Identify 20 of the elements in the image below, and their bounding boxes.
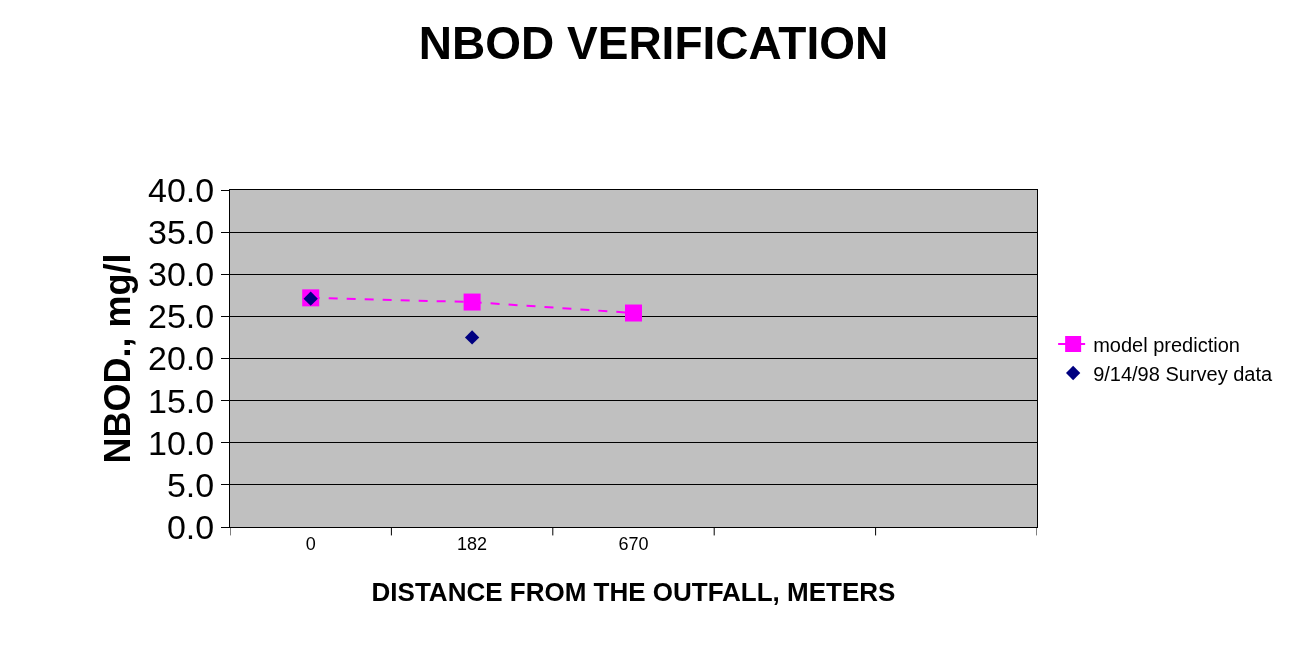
legend-label: model prediction: [1093, 333, 1240, 356]
y-tick-label: 35.0: [148, 213, 215, 252]
x-tick-label: 0: [305, 533, 316, 554]
y-axis-title: NBOD., mg/l: [96, 253, 138, 464]
x-tick-label: 182: [457, 533, 488, 554]
y-tick-label: 0.0: [166, 507, 215, 546]
y-tick-label: 30.0: [148, 255, 215, 294]
y-tick-label: 25.0: [148, 297, 215, 336]
point: [464, 330, 480, 345]
x-tick-label: 670: [618, 533, 649, 554]
y-tick-label: 20.0: [148, 339, 215, 378]
point: [463, 293, 481, 311]
chart-title: NBOD VERIFICATION: [418, 16, 889, 69]
x-axis-title: DISTANCE FROM THE OUTFALL, METERS: [371, 577, 896, 608]
point: [625, 304, 642, 322]
legend-label: 9/14/98 Survey data: [1093, 362, 1274, 385]
y-tick-label: 10.0: [148, 423, 215, 462]
y-tick-label: 5.0: [166, 465, 215, 504]
y-tick-label: 40.0: [148, 170, 215, 209]
y-tick-label: 15.0: [148, 381, 215, 420]
